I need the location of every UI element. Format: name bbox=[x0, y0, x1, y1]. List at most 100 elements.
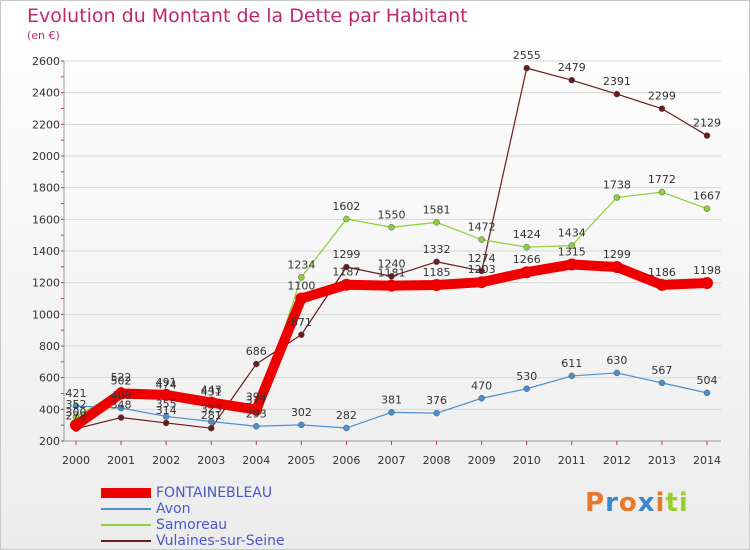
data-label: 1240 bbox=[378, 257, 406, 270]
data-point bbox=[610, 260, 623, 273]
x-tick-label: 2012 bbox=[603, 454, 631, 467]
data-point bbox=[703, 132, 711, 139]
data-point bbox=[340, 278, 353, 291]
brand-letter: r bbox=[605, 488, 619, 518]
x-tick-label: 2005 bbox=[287, 454, 315, 467]
data-point bbox=[478, 267, 485, 275]
y-tick-label: 2600 bbox=[32, 55, 60, 68]
y-tick-label: 200 bbox=[39, 435, 60, 448]
data-point bbox=[253, 423, 260, 430]
y-tick-label: 2200 bbox=[32, 118, 60, 131]
legend-swatch bbox=[101, 524, 151, 526]
data-label: 871 bbox=[291, 316, 312, 329]
data-point bbox=[658, 188, 666, 196]
data-label: 1185 bbox=[423, 266, 451, 279]
chart-subtitle: (en €) bbox=[27, 29, 60, 42]
legend-label: Vulaines-sur-Seine bbox=[156, 533, 285, 549]
data-label: 1198 bbox=[693, 264, 721, 277]
data-point bbox=[343, 263, 350, 271]
data-label: 1299 bbox=[603, 248, 631, 261]
data-point bbox=[253, 360, 260, 368]
legend-swatch bbox=[101, 508, 151, 510]
data-label: 1186 bbox=[648, 266, 676, 279]
data-label: 443 bbox=[201, 384, 222, 397]
legend-label: FONTAINEBLEAU bbox=[156, 485, 273, 501]
x-tick-label: 2004 bbox=[242, 454, 270, 467]
data-point bbox=[701, 276, 713, 289]
data-point bbox=[523, 385, 530, 392]
brand-letter: t bbox=[665, 488, 679, 518]
y-tick-label: 600 bbox=[39, 372, 60, 385]
x-tick-label: 2008 bbox=[423, 454, 451, 467]
data-point bbox=[568, 76, 576, 84]
data-point bbox=[298, 331, 305, 339]
data-label: 2555 bbox=[513, 49, 541, 62]
data-label: 1550 bbox=[378, 208, 406, 221]
data-label: 282 bbox=[336, 409, 357, 422]
data-label: 2129 bbox=[693, 117, 721, 130]
data-label: 302 bbox=[291, 406, 312, 419]
data-point bbox=[433, 258, 440, 266]
x-tick-label: 2014 bbox=[693, 454, 721, 467]
data-label: 421 bbox=[66, 387, 87, 400]
brand-letter: x bbox=[637, 488, 656, 518]
data-point bbox=[568, 372, 576, 380]
data-label: 2299 bbox=[648, 90, 676, 103]
data-label: 348 bbox=[111, 399, 132, 412]
legend-swatch bbox=[101, 540, 151, 542]
x-tick-label: 2010 bbox=[513, 454, 541, 467]
y-tick-label: 1000 bbox=[32, 308, 60, 321]
data-point bbox=[343, 215, 350, 223]
data-point bbox=[613, 90, 621, 98]
data-label: 2479 bbox=[558, 61, 586, 74]
data-label: 355 bbox=[156, 397, 177, 410]
data-label: 1181 bbox=[378, 267, 406, 280]
data-point bbox=[205, 396, 218, 409]
x-tick-label: 2003 bbox=[197, 454, 225, 467]
data-label: 398 bbox=[246, 391, 267, 404]
y-tick-label: 800 bbox=[39, 340, 60, 353]
data-point bbox=[115, 387, 128, 400]
brand-letter: i bbox=[655, 488, 666, 518]
chart-title: Evolution du Montant de la Dette par Hab… bbox=[27, 5, 468, 27]
data-label: 686 bbox=[246, 345, 267, 358]
data-label: 1203 bbox=[468, 263, 496, 276]
data-point bbox=[433, 409, 440, 417]
y-tick-label: 1400 bbox=[32, 245, 60, 258]
y-tick-label: 1800 bbox=[32, 182, 60, 195]
brand-letter: P bbox=[585, 488, 606, 518]
data-point bbox=[388, 224, 395, 231]
data-label: 611 bbox=[561, 357, 582, 370]
data-label: 1299 bbox=[332, 248, 360, 261]
data-label: 278 bbox=[66, 410, 87, 423]
data-point bbox=[478, 236, 485, 243]
data-point bbox=[658, 105, 666, 112]
data-label: 377 bbox=[246, 394, 267, 407]
y-tick-label: 1600 bbox=[32, 213, 60, 226]
data-point bbox=[298, 421, 305, 429]
data-label: 431 bbox=[201, 385, 222, 398]
data-point bbox=[523, 64, 530, 72]
y-tick-label: 400 bbox=[39, 403, 60, 416]
data-label: 1424 bbox=[513, 228, 541, 241]
y-tick-label: 1200 bbox=[32, 277, 60, 290]
data-point bbox=[478, 395, 485, 402]
data-label: 522 bbox=[111, 371, 132, 384]
data-label: 1738 bbox=[603, 178, 631, 191]
data-label: 314 bbox=[156, 404, 177, 417]
data-point bbox=[475, 276, 488, 289]
x-tick-label: 2006 bbox=[332, 454, 360, 467]
data-label: 504 bbox=[697, 374, 718, 387]
proxiti-logo: Proxiti bbox=[585, 488, 689, 518]
data-label: 376 bbox=[426, 394, 447, 407]
data-label: 530 bbox=[516, 370, 537, 383]
data-label: 474 bbox=[156, 379, 177, 392]
data-label: 2391 bbox=[603, 75, 631, 88]
data-point bbox=[568, 242, 576, 249]
brand-letter: i bbox=[678, 488, 689, 518]
data-point bbox=[117, 404, 125, 412]
data-point bbox=[162, 419, 170, 427]
data-label: 491 bbox=[156, 376, 177, 389]
